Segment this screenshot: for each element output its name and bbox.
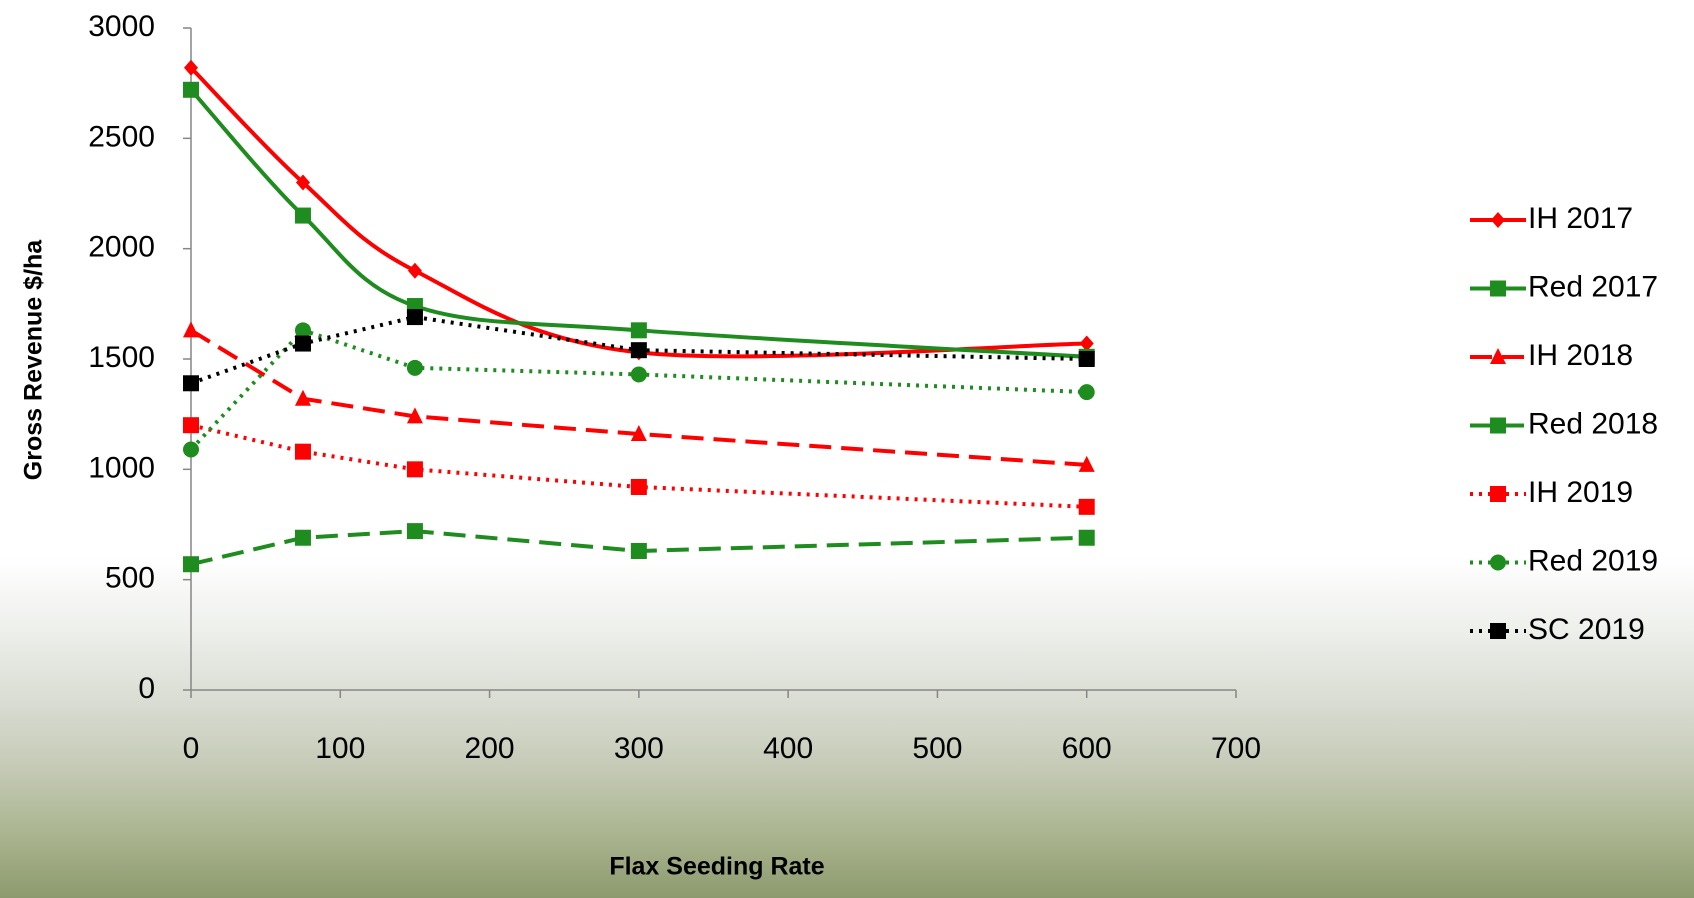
marker — [630, 542, 647, 559]
marker — [294, 443, 311, 460]
marker — [1078, 529, 1095, 546]
marker — [406, 407, 423, 424]
y-axis-title: Gross Revenue $/ha — [20, 239, 48, 480]
x-tick-label: 0 — [183, 732, 200, 765]
marker — [294, 207, 311, 224]
marker — [184, 59, 198, 76]
marker — [630, 342, 647, 359]
marker — [406, 523, 423, 540]
marker — [630, 322, 647, 339]
marker — [183, 321, 199, 338]
x-tick-label: 700 — [1211, 732, 1261, 765]
marker — [630, 478, 647, 495]
legend-marker — [1490, 348, 1506, 364]
legend-marker — [1490, 623, 1506, 639]
x-tick-label: 400 — [763, 732, 813, 765]
x-tick-label: 300 — [614, 732, 664, 765]
marker — [406, 309, 423, 326]
marker — [294, 335, 311, 352]
x-tick-label: 200 — [465, 732, 515, 765]
legend-marker — [1490, 486, 1506, 502]
marker — [406, 359, 423, 376]
legend-label: Red 2018 — [1528, 407, 1658, 440]
marker — [294, 389, 311, 406]
marker — [630, 425, 647, 442]
legend-label: SC 2019 — [1528, 613, 1645, 646]
marker — [1078, 455, 1095, 472]
y-tick-label: 1500 — [88, 341, 155, 374]
x-axis-title: Flax Seeding Rate — [609, 853, 824, 881]
y-tick-label: 500 — [105, 562, 155, 595]
legend-marker — [1490, 554, 1506, 571]
series-line — [189, 66, 1087, 359]
y-tick-label: 1000 — [88, 451, 155, 484]
marker — [1078, 384, 1095, 401]
legend-label: Red 2017 — [1528, 270, 1658, 303]
legend-marker — [1490, 280, 1506, 297]
marker — [183, 375, 199, 392]
marker — [1078, 498, 1095, 515]
legend-label: IH 2019 — [1528, 476, 1633, 509]
marker — [294, 529, 311, 546]
marker — [183, 556, 199, 573]
legend-label: IH 2017 — [1528, 202, 1633, 235]
legend-marker — [1491, 212, 1505, 228]
x-tick-label: 500 — [912, 732, 962, 765]
marker — [294, 322, 311, 339]
y-tick-label: 2500 — [88, 120, 155, 153]
marker — [183, 441, 199, 458]
legend-label: Red 2019 — [1528, 544, 1658, 577]
y-tick-label: 3000 — [88, 10, 155, 43]
legend-marker — [1490, 417, 1506, 434]
y-tick-label: 2000 — [88, 231, 155, 264]
marker — [407, 262, 422, 279]
marker — [183, 417, 199, 434]
marker — [183, 81, 199, 98]
marker — [406, 461, 423, 478]
marker — [630, 366, 647, 383]
marker — [295, 174, 310, 191]
marker — [1078, 351, 1095, 367]
x-tick-label: 100 — [315, 732, 365, 765]
y-tick-label: 0 — [138, 672, 155, 705]
series-line — [189, 88, 1087, 359]
x-tick-label: 600 — [1062, 732, 1112, 765]
legend-label: IH 2018 — [1528, 339, 1633, 372]
marker — [1079, 335, 1094, 352]
